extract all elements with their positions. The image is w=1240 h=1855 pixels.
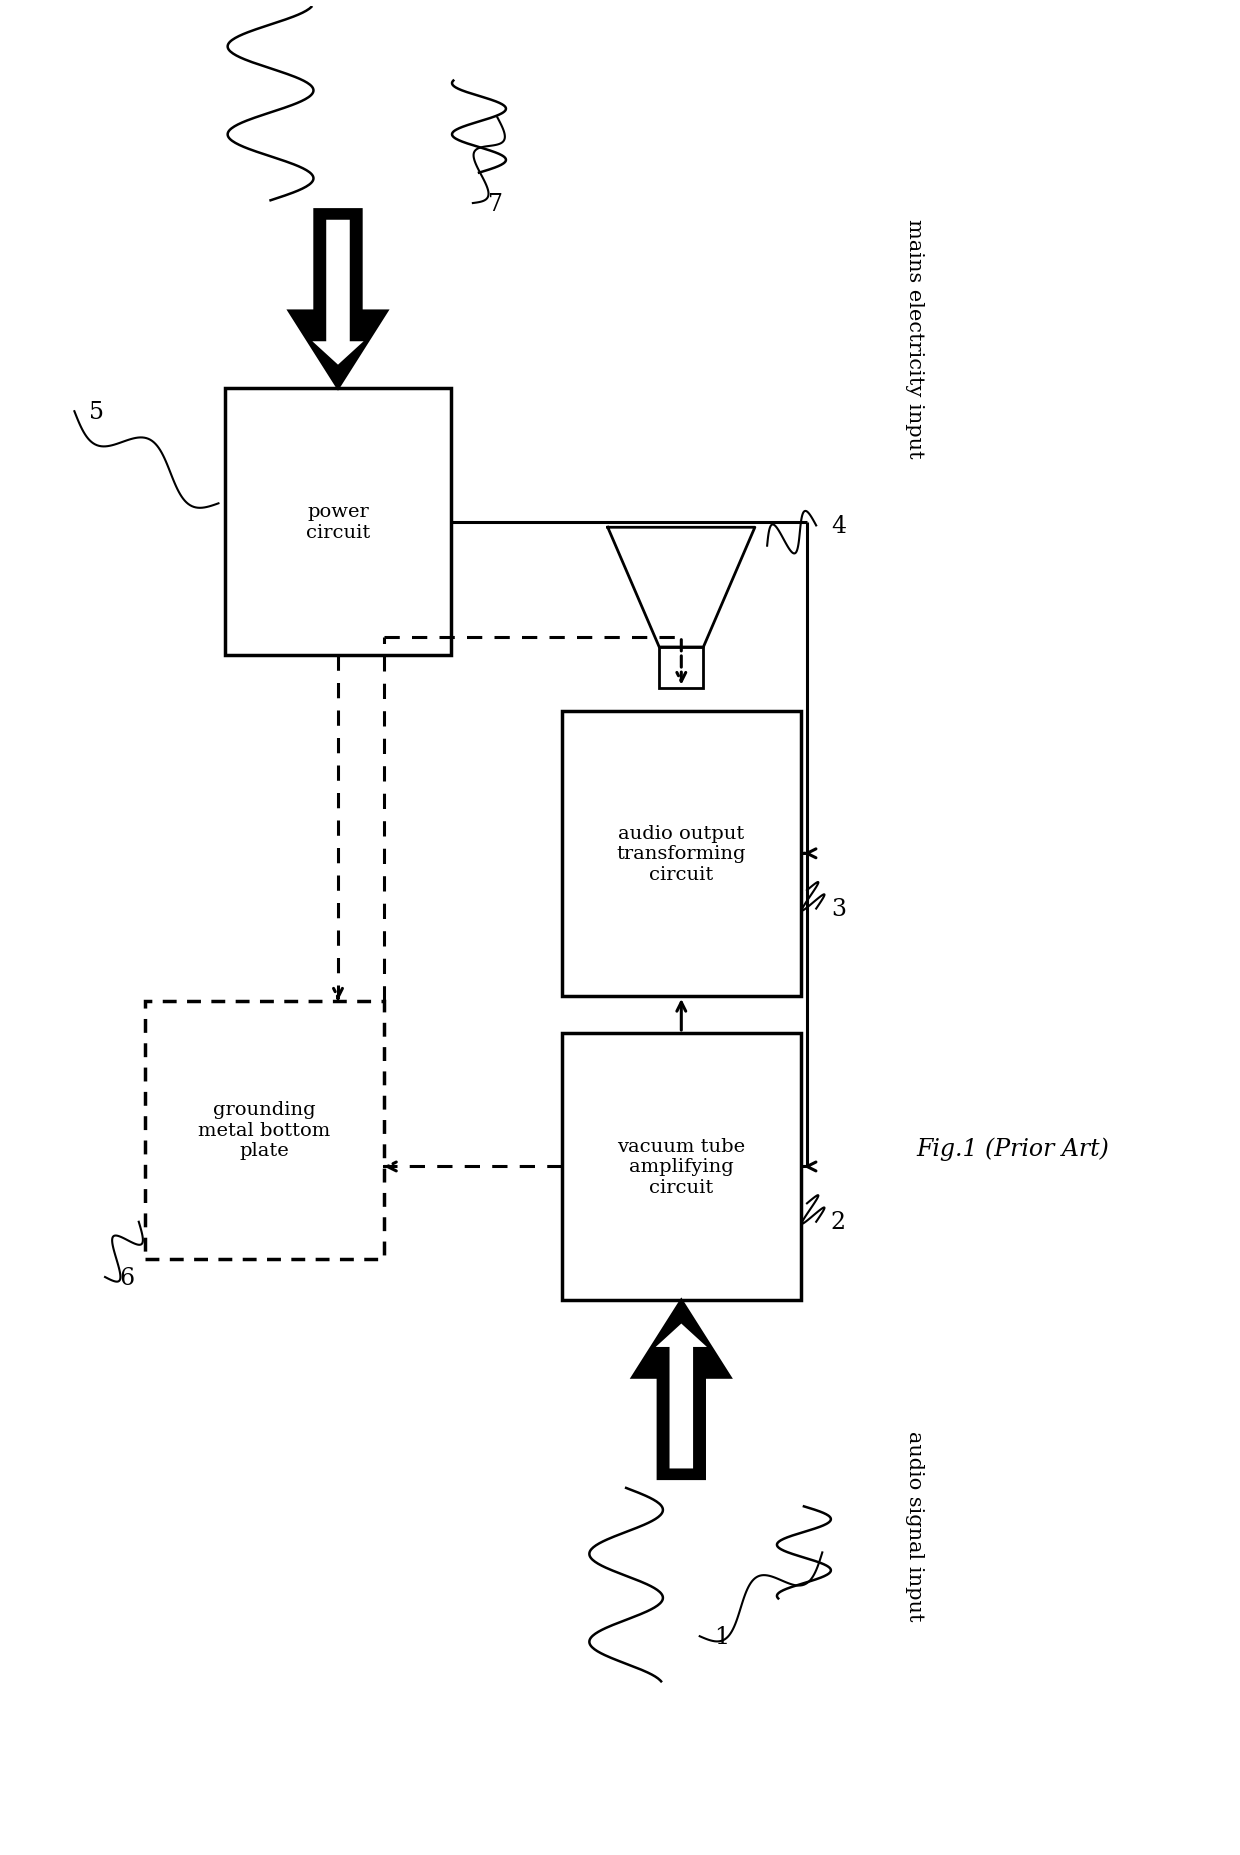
- Polygon shape: [653, 1323, 709, 1469]
- FancyBboxPatch shape: [145, 1002, 384, 1260]
- FancyBboxPatch shape: [224, 390, 451, 657]
- Text: 3: 3: [831, 898, 846, 920]
- Text: 6: 6: [120, 1265, 135, 1289]
- FancyBboxPatch shape: [562, 1033, 801, 1300]
- Text: power
circuit: power circuit: [306, 503, 370, 542]
- Text: mains electricity input: mains electricity input: [905, 219, 924, 458]
- Text: vacuum tube
amplifying
circuit: vacuum tube amplifying circuit: [618, 1137, 745, 1196]
- Polygon shape: [289, 210, 387, 390]
- Text: audio signal input: audio signal input: [905, 1430, 924, 1621]
- FancyBboxPatch shape: [562, 710, 801, 996]
- Text: 2: 2: [831, 1211, 846, 1234]
- Text: audio output
transforming
circuit: audio output transforming circuit: [616, 824, 746, 883]
- Text: 4: 4: [831, 514, 846, 538]
- Text: Fig.1 (Prior Art): Fig.1 (Prior Art): [916, 1137, 1109, 1159]
- Text: 1: 1: [714, 1625, 729, 1647]
- Text: 5: 5: [89, 401, 104, 423]
- Text: grounding
metal bottom
plate: grounding metal bottom plate: [198, 1100, 331, 1159]
- Text: 7: 7: [487, 193, 502, 215]
- Polygon shape: [632, 1300, 730, 1478]
- Polygon shape: [310, 219, 366, 367]
- FancyBboxPatch shape: [660, 647, 703, 688]
